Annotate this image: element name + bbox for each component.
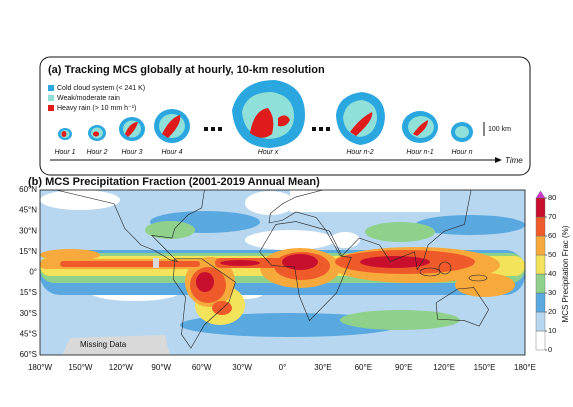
panel-b-title: (b) MCS Precipitation Fraction (2001-201… bbox=[28, 176, 320, 188]
colorbar-segment bbox=[535, 197, 546, 218]
colorbar-tick-label: 20 bbox=[548, 307, 556, 316]
hour-label: Hour n-2 bbox=[346, 149, 373, 156]
colorbar-extend bbox=[535, 190, 546, 199]
time-arrow-head bbox=[495, 157, 502, 163]
lat-label: 60°N bbox=[19, 185, 37, 194]
hour-label: Hour n-1 bbox=[406, 149, 433, 156]
lat-label: 30°S bbox=[20, 309, 37, 318]
map bbox=[39, 189, 526, 356]
lon-label: 60°E bbox=[355, 363, 372, 372]
hour-label: Hour x bbox=[258, 149, 279, 156]
legend-label: Heavy rain (> 10 mm h⁻¹) bbox=[57, 105, 136, 112]
lon-label: 120°E bbox=[433, 363, 455, 372]
panel-a-title: (a) Tracking MCS globally at hourly, 10-… bbox=[48, 64, 325, 76]
colorbar-tick-label: 40 bbox=[548, 269, 556, 278]
colorbar: 0 10 20 30 40 50 60 70 80 bbox=[535, 190, 556, 354]
lon-label: 60°W bbox=[192, 363, 212, 372]
lat-label: 45°S bbox=[20, 329, 37, 338]
time-label: Time bbox=[505, 156, 523, 165]
scale-label: 100 km bbox=[488, 126, 511, 133]
lat-label: 15°S bbox=[20, 288, 37, 297]
colorbar-tick-label: 10 bbox=[548, 326, 556, 335]
lon-label: 150°W bbox=[68, 363, 93, 372]
map-axes: 60°N 45°N 30°N 15°N 0° 15°S 30°S 45°S 60°S 180°W 1… bbox=[19, 185, 536, 372]
lat-label: 15°N bbox=[19, 247, 37, 256]
lat-label: 0° bbox=[29, 268, 37, 277]
colorbar-tick-label: 60 bbox=[548, 231, 556, 240]
lon-label: 150°E bbox=[474, 363, 496, 372]
colorbar-segment bbox=[535, 292, 546, 313]
colorbar-segment bbox=[535, 330, 546, 351]
hour-label: Hour n bbox=[451, 149, 472, 156]
colorbar-tick-label: 80 bbox=[548, 193, 556, 202]
hour-label: Hour 4 bbox=[161, 149, 182, 156]
hour-label: Hour 1 bbox=[54, 149, 75, 156]
lat-label: 30°N bbox=[19, 226, 37, 235]
colorbar-tick-label: 30 bbox=[548, 288, 556, 297]
colorbar-segment bbox=[535, 235, 546, 256]
lon-label: 90°W bbox=[151, 363, 171, 372]
legend-label: Weak/moderate rain bbox=[57, 95, 120, 102]
lon-label: 0° bbox=[279, 363, 287, 372]
lon-label: 30°E bbox=[314, 363, 331, 372]
colorbar-tick-label: 0 bbox=[548, 345, 552, 354]
legend-swatch bbox=[48, 85, 54, 91]
colorbar-tick-label: 50 bbox=[548, 250, 556, 259]
lon-label: 180°W bbox=[28, 363, 53, 372]
lon-label: 180°E bbox=[514, 363, 536, 372]
lat-label: 45°N bbox=[19, 206, 37, 215]
colorbar-segment bbox=[535, 273, 546, 294]
hour-label: Hour 2 bbox=[86, 149, 107, 156]
colorbar-segment bbox=[535, 254, 546, 275]
lon-label: 120°W bbox=[109, 363, 134, 372]
mcs-lifecycle bbox=[58, 80, 485, 148]
lat-label: 60°S bbox=[20, 350, 37, 359]
lon-label: 90°E bbox=[395, 363, 412, 372]
colorbar-segment bbox=[535, 311, 546, 332]
missing-data-label: Missing Data bbox=[80, 340, 127, 349]
lon-label: 30°W bbox=[232, 363, 252, 372]
colorbar-tick-label: 70 bbox=[548, 212, 556, 221]
legend: Cold cloud system (< 241 K) Weak/moderate… bbox=[48, 85, 145, 112]
legend-swatch bbox=[48, 105, 54, 111]
colorbar-segment bbox=[535, 216, 546, 237]
colorbar-label: MCS Precipitation Frac (%) bbox=[561, 225, 570, 322]
legend-label: Cold cloud system (< 241 K) bbox=[57, 85, 145, 92]
hour-labels: Hour 1 Hour 2 Hour 3 Hour 4 Hour x Hour n-2 Ho… bbox=[54, 149, 472, 156]
legend-swatch bbox=[48, 95, 54, 101]
hour-label: Hour 3 bbox=[121, 149, 142, 156]
